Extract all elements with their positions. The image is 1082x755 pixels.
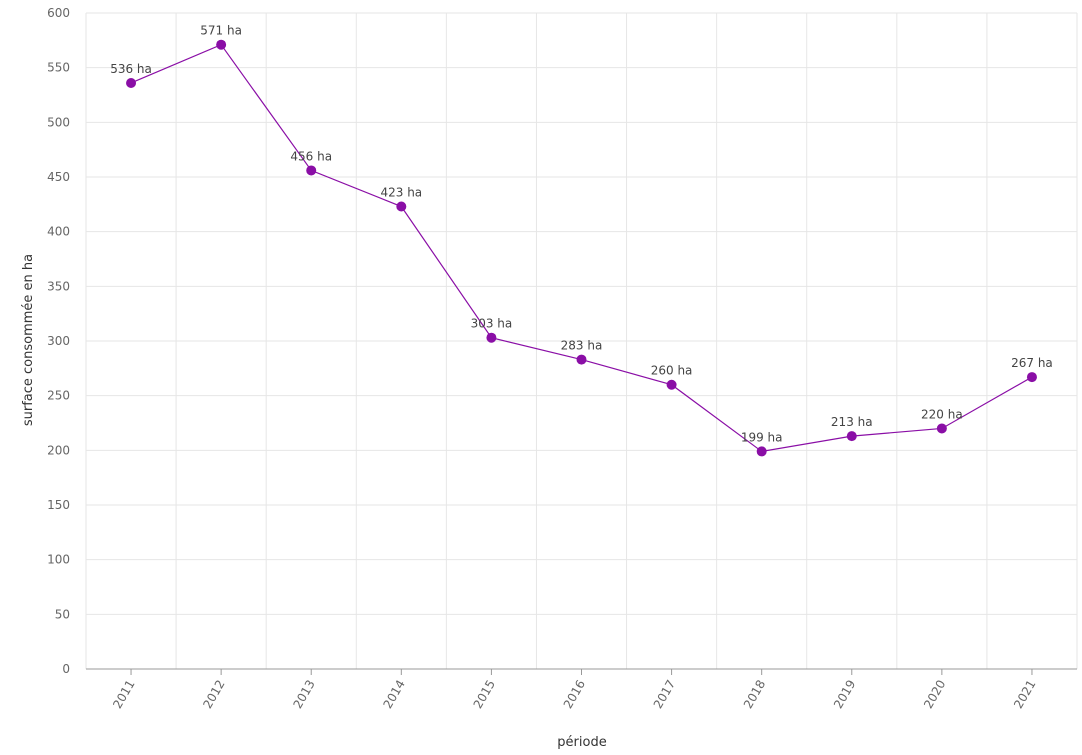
data-label: 536 ha [110, 62, 152, 76]
data-label: 571 ha [200, 24, 242, 38]
y-tick-label: 400 [47, 225, 70, 239]
x-tick-label: 2014 [381, 678, 408, 711]
y-tick-label: 250 [47, 389, 70, 403]
x-tick-label: 2021 [1011, 678, 1038, 711]
y-tick-label: 350 [47, 279, 70, 293]
y-tick-label: 450 [47, 170, 70, 184]
x-tick-label: 2015 [471, 678, 498, 711]
y-tick-label: 300 [47, 334, 70, 348]
y-axis-title: surface consommée en ha [21, 254, 36, 426]
y-tick-label: 0 [62, 662, 70, 676]
x-tick-label: 2016 [561, 678, 588, 711]
series [126, 39, 1037, 457]
data-point[interactable] [666, 379, 677, 390]
y-tick-label: 600 [47, 6, 70, 20]
data-point[interactable] [1026, 372, 1037, 383]
y-tick-label: 200 [47, 443, 70, 457]
x-tick-label: 2018 [741, 678, 768, 711]
axes: 0 50 100 150 200 250 300 350 400 450 500 550 600 2011… [47, 6, 1077, 711]
data-point[interactable] [846, 431, 857, 442]
data-point[interactable] [126, 77, 137, 88]
data-label: 220 ha [921, 407, 963, 421]
x-tick-label: 2020 [921, 678, 948, 711]
data-label: 283 ha [561, 339, 603, 353]
data-point[interactable] [756, 446, 767, 457]
data-label: 199 ha [741, 430, 783, 444]
data-label: 267 ha [1011, 356, 1053, 370]
data-label: 423 ha [380, 186, 422, 200]
x-tick-label: 2013 [290, 678, 317, 711]
x-tick-label: 2011 [110, 678, 137, 711]
y-tick-label: 100 [47, 553, 70, 567]
data-point[interactable] [396, 201, 407, 212]
data-label: 303 ha [471, 317, 513, 331]
data-point[interactable] [216, 39, 227, 50]
x-tick-label: 2019 [831, 678, 858, 711]
data-label: 260 ha [651, 364, 693, 378]
grid [85, 12, 1078, 669]
y-tick-label: 550 [47, 61, 70, 75]
data-labels: 536 ha 571 ha 456 ha 423 ha 303 ha 283 ha 260 … [110, 24, 1053, 445]
data-label: 213 ha [831, 415, 873, 429]
data-point[interactable] [486, 332, 497, 343]
x-tick-label: 2012 [200, 678, 227, 711]
y-tick-label: 500 [47, 115, 70, 129]
data-point[interactable] [306, 165, 317, 176]
data-point[interactable] [936, 423, 947, 434]
y-tick-label: 150 [47, 498, 70, 512]
y-tick-label: 50 [55, 607, 70, 621]
data-point[interactable] [576, 354, 587, 365]
x-axis-title: période [557, 735, 606, 750]
x-tick-label: 2017 [651, 678, 678, 711]
data-label: 456 ha [290, 149, 332, 163]
